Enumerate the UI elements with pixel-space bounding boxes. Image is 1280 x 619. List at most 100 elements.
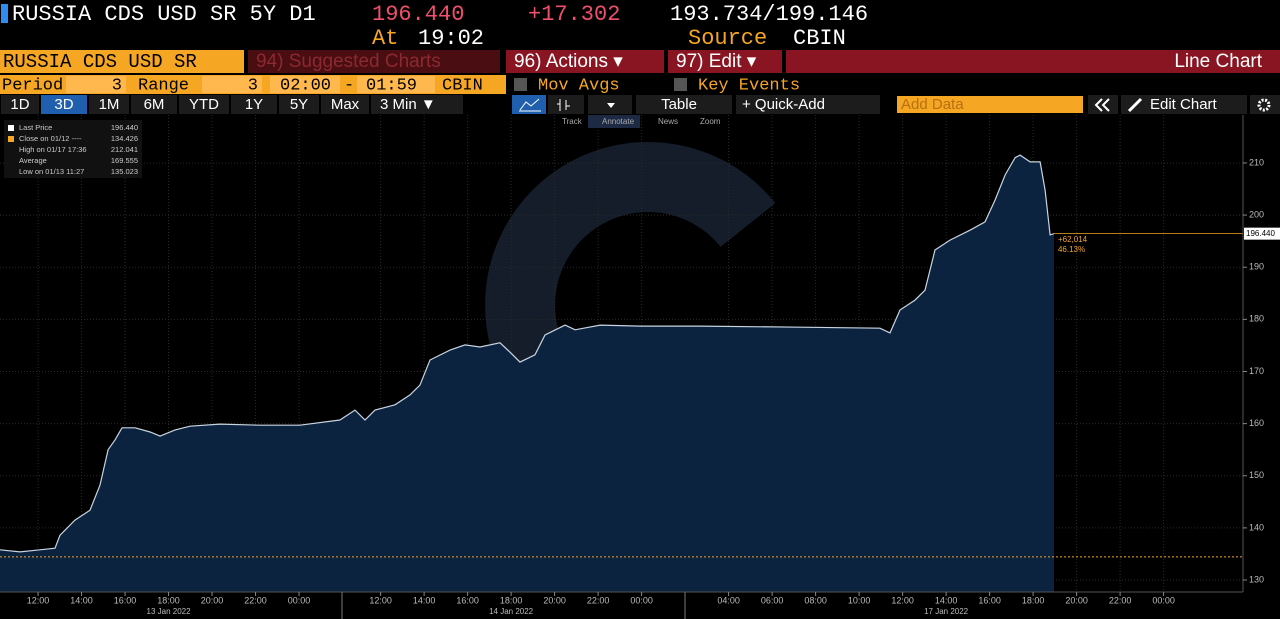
change: +17.302	[528, 2, 620, 27]
x-tick-label: 22:00	[1109, 595, 1132, 605]
x-tick-label: 20:00	[543, 595, 566, 605]
range-button[interactable]	[321, 95, 369, 114]
ticker: RUSSIA CDS USD SR	[3, 51, 197, 73]
end: 01:59	[366, 76, 417, 95]
range-button[interactable]	[41, 95, 87, 114]
chart-tool: Track	[562, 117, 583, 126]
add-data-field[interactable]	[897, 96, 1083, 113]
x-tick-label: 14:00	[935, 595, 958, 605]
range-label: 1Y	[245, 96, 263, 113]
legend-name: Last Price	[19, 123, 52, 132]
range-button[interactable]	[179, 95, 229, 114]
gear-icon	[1257, 98, 1271, 112]
quick-add-button[interactable]	[736, 95, 880, 114]
legend-swatch	[8, 125, 14, 131]
edit-box[interactable]	[668, 50, 782, 73]
pencil-icon	[1127, 97, 1143, 113]
x-tick-label: 20:00	[201, 595, 224, 605]
date-label: 13 Jan 2022	[147, 607, 192, 616]
legend-name: High on 01/17 17:36	[19, 145, 87, 154]
range-label: 5Y	[290, 96, 308, 113]
legend-swatch	[8, 136, 14, 142]
start-field[interactable]	[270, 76, 340, 93]
actions-box[interactable]	[506, 50, 664, 73]
range-button[interactable]	[1, 95, 39, 114]
period-field[interactable]	[66, 76, 126, 93]
start: 02:00	[280, 76, 331, 95]
line-icon	[519, 98, 541, 112]
edit-chart: Edit Chart	[1150, 96, 1218, 113]
legend-value: 134.426	[111, 134, 138, 143]
x-tick-label: 14:00	[413, 595, 436, 605]
date-label: 17 Jan 2022	[924, 607, 969, 616]
edit: 97) Edit ▾	[676, 51, 757, 72]
chart-tool: News	[658, 117, 678, 126]
y-tick-label: 210	[1249, 157, 1264, 167]
x-tick-label: 00:00	[630, 595, 653, 605]
last-label: 196.440	[1246, 229, 1275, 238]
last: 196.440	[372, 2, 464, 27]
range-label: Range	[138, 76, 189, 95]
range-label: 6M	[144, 96, 165, 113]
y-tick-label: 180	[1249, 314, 1264, 324]
checkbox[interactable]	[514, 78, 527, 91]
annotate-active	[588, 115, 640, 128]
mov-avgs: Mov Avgs	[538, 76, 620, 95]
dash: -	[344, 76, 354, 95]
legend-value: 135.023	[111, 167, 138, 176]
interval: 3 Min ▼	[380, 96, 436, 113]
chart-tool: Zoom	[700, 117, 721, 126]
range-label: YTD	[189, 96, 219, 113]
x-tick-label: 06:00	[761, 595, 784, 605]
edit-chart-button[interactable]	[1121, 95, 1247, 114]
range-label: 1M	[99, 96, 120, 113]
caret	[607, 103, 615, 108]
marker	[1, 4, 8, 23]
interval-button[interactable]	[371, 95, 463, 114]
area	[0, 155, 1054, 592]
y-tick-label: 130	[1249, 574, 1264, 584]
suggested-box[interactable]	[248, 50, 500, 73]
x-tick-label: 18:00	[500, 595, 523, 605]
key-events: Key Events	[698, 76, 800, 95]
x-tick-label: 04:00	[717, 595, 740, 605]
date-label: 14 Jan 2022	[489, 607, 534, 616]
period: 3	[112, 76, 122, 95]
range-button[interactable]	[89, 95, 129, 114]
legend-name: Close on 01/12 ----	[19, 134, 82, 143]
range-button[interactable]	[131, 95, 177, 114]
x-tick-label: 16:00	[456, 595, 479, 605]
legend-box	[4, 120, 142, 178]
x-tick-label: 22:00	[587, 595, 610, 605]
settings-button[interactable]	[1250, 95, 1280, 114]
x-tick-label: 16:00	[114, 595, 137, 605]
add-data: Add Data	[901, 96, 964, 113]
range-field[interactable]	[202, 76, 262, 93]
ticker-box[interactable]	[0, 50, 244, 73]
y-tick-label: 170	[1249, 366, 1264, 376]
bar-icon	[557, 99, 570, 111]
table-button[interactable]	[636, 95, 732, 114]
view-box	[786, 50, 1280, 73]
suggested: 94) Suggested Charts	[256, 51, 441, 72]
collapse-icon	[1094, 98, 1110, 112]
time: 19:02	[418, 26, 484, 51]
y-tick-label: 160	[1249, 418, 1264, 428]
percent-label: 46.13%	[1058, 245, 1085, 254]
x-tick-label: 12:00	[369, 595, 392, 605]
x-tick-label: 20:00	[1065, 595, 1088, 605]
checkbox[interactable]	[674, 78, 687, 91]
x-tick-label: 22:00	[244, 595, 267, 605]
x-tick-label: 18:00	[157, 595, 180, 605]
line	[0, 154, 1055, 553]
end-field[interactable]	[357, 76, 435, 93]
time-label: At	[372, 26, 398, 51]
period-label: Period	[2, 76, 63, 95]
chart-tool: Annotate	[602, 117, 635, 126]
x-tick-label: 14:00	[70, 595, 93, 605]
quick-add: + Quick-Add	[742, 96, 825, 113]
range-button[interactable]	[231, 95, 277, 114]
x-tick-label: 10:00	[848, 595, 871, 605]
range-button[interactable]	[279, 95, 319, 114]
